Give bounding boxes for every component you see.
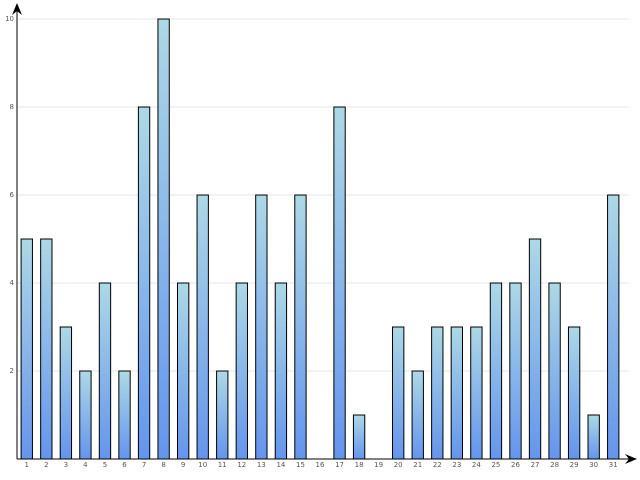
x-tick-label: 14 [276,461,285,469]
x-tick-label: 29 [570,461,579,469]
y-tick-label: 4 [10,279,15,287]
x-tick-label: 16 [316,461,325,469]
bar-24 [470,326,483,460]
x-tick-label: 20 [394,461,403,469]
bar-8 [157,18,170,460]
x-tick-labels: 1 2 3 4 5 6 7 8 9 10 11 12 13 14 15 16 17 18 19 20 21 22 23 24 2… [25,461,618,469]
x-tick-label: 18 [355,461,364,469]
x-tick-label: 25 [491,461,500,469]
x-tick-label: 1 [25,461,29,469]
grid-lines [17,18,629,372]
bar-15 [294,194,307,460]
axes [12,3,637,464]
bar-9 [176,282,190,460]
x-tick-label: 31 [609,461,618,469]
x-tick-label: 26 [511,461,520,469]
bar-11 [216,370,229,460]
x-tick-label: 28 [550,461,559,469]
bar-2 [40,238,53,460]
x-axis-arrow-icon [625,454,637,464]
x-tick-label: 3 [64,461,68,469]
x-tick-label: 9 [181,461,185,469]
y-tick-labels: 2 4 6 8 10 [5,15,14,375]
bar-3 [59,326,73,460]
bars [20,18,620,460]
bar-30 [587,414,600,460]
x-tick-label: 5 [103,461,107,469]
x-tick-label: 6 [122,461,127,469]
x-tick-label: 12 [237,461,246,469]
bar-22 [431,326,444,460]
bar-28 [548,282,561,460]
bar-21 [411,370,424,460]
y-tick-label: 6 [10,191,15,199]
bar-27 [528,238,542,460]
bar-1 [20,238,33,460]
x-tick-label: 19 [374,461,383,469]
x-tick-label: 2 [44,461,48,469]
bar-25 [489,282,503,460]
y-tick-label: 8 [10,103,14,111]
x-tick-label: 17 [335,461,344,469]
y-tick-label: 10 [5,15,14,23]
x-tick-label: 8 [161,461,165,469]
bar-17 [333,106,346,460]
x-tick-label: 4 [83,461,88,469]
bar-18 [352,414,366,460]
bar-14 [274,282,288,460]
x-tick-label: 7 [142,461,146,469]
bar-6 [118,370,131,460]
bar-29 [567,326,581,460]
bar-26 [509,282,522,460]
bar-10 [196,194,209,460]
bar-12 [235,282,248,460]
bar-20 [392,326,405,460]
x-tick-label: 30 [589,461,598,469]
x-tick-label: 11 [218,461,227,469]
bar-7 [137,106,151,460]
x-tick-label: 27 [531,461,540,469]
x-tick-label: 13 [257,461,266,469]
bar-5 [98,282,112,460]
y-tick-label: 2 [10,367,14,375]
x-tick-label: 15 [296,461,305,469]
x-tick-label: 24 [472,461,481,469]
x-tick-label: 22 [433,461,442,469]
x-tick-label: 23 [452,461,461,469]
x-tick-label: 10 [198,461,207,469]
bar-23 [450,326,464,460]
y-axis-arrow-icon [12,3,22,15]
bar-31 [607,194,620,460]
bar-13 [255,194,268,460]
bar-4 [79,370,92,460]
x-tick-label: 21 [413,461,422,469]
